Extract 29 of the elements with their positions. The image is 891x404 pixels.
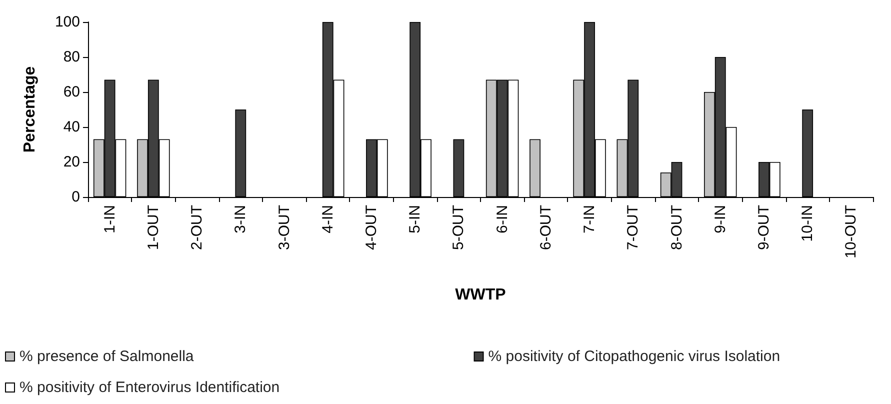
x-tick-label: 9-OUT [755,205,772,250]
y-tick-label: 100 [54,14,80,30]
x-tick-label: 7-IN [581,205,598,234]
x-tick-label: 8-OUT [668,205,686,250]
y-tick-label: 60 [63,84,80,100]
x-tick-label: 6-IN [494,205,511,234]
x-tick-label: 2-OUT [188,205,206,250]
x-tick-label: 7-OUT [624,205,642,250]
x-tick-label: 5-IN [406,205,424,234]
x-tick-label: 3-IN [232,205,250,234]
x-tick-label: 3-OUT [276,205,293,250]
x-axis-title: WWTP [455,286,506,304]
x-tick-label: 4-IN [319,205,336,234]
legend-label: % positivity of Enterovirus Identification [20,379,280,396]
y-tick-label: 80 [63,48,80,66]
y-tick-label: 20 [63,154,80,170]
x-tick-label: 6-OUT [537,205,554,250]
legend-label: % positivity of Citopathogenic virus Isolation [488,348,780,365]
x-tick-label: 10-OUT [842,205,860,258]
y-axis-title: Percentage [22,66,38,153]
y-tick-label: 40 [63,118,80,136]
x-tick-label: 9-IN [712,205,729,234]
y-tick-label: 0 [72,188,80,206]
legend-label: % presence of Salmonella [20,348,194,365]
x-tick-label: 1-IN [101,205,118,234]
x-tick-label: 4-OUT [362,205,380,250]
x-tick-label: 10-IN [799,205,816,242]
x-tick-label: 5-OUT [450,205,468,250]
x-tick-label: 1-OUT [144,205,162,250]
